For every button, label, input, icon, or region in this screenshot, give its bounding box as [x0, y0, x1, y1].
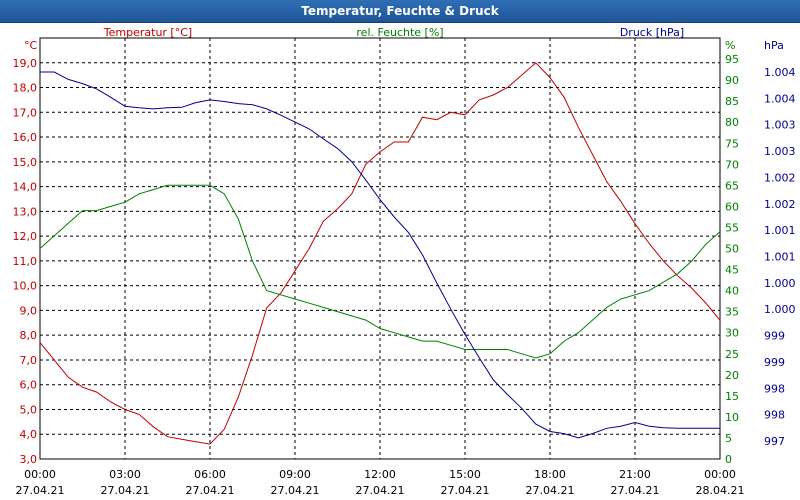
- series-line-temperature: [39, 62, 721, 445]
- x-tick-date: 27.04.21: [611, 484, 660, 497]
- y-tick-humidity: 40: [725, 285, 739, 298]
- chart-title: Temperatur, Feuchte & Druck: [0, 0, 800, 23]
- x-tick-time: 18:00: [534, 468, 566, 481]
- y-tick-humidity: 15: [725, 390, 739, 403]
- x-tick-date: 27.04.21: [16, 484, 65, 497]
- y-tick-temperature: 3,0: [20, 453, 38, 466]
- unit-humidity: %: [725, 39, 735, 52]
- y-tick-humidity: 0: [725, 453, 732, 466]
- y-tick-pressure: 1.000: [764, 277, 796, 290]
- y-tick-humidity: 90: [725, 74, 739, 87]
- y-tick-pressure: 1.002: [764, 171, 796, 184]
- y-tick-humidity: 35: [725, 306, 739, 319]
- y-tick-temperature: 4,0: [20, 428, 38, 441]
- series-line-humidity: [39, 184, 721, 359]
- y-tick-humidity: 5: [725, 432, 732, 445]
- y-tick-temperature: 18,0: [13, 82, 38, 95]
- y-tick-pressure: 997: [764, 435, 785, 448]
- y-tick-pressure: 1.001: [764, 224, 796, 237]
- x-tick-date: 27.04.21: [101, 484, 150, 497]
- y-tick-pressure: 1.001: [764, 251, 796, 264]
- axes: 00:00 27.04.21 03:00 27.04.21 06:00 27.04.21 0…: [13, 53, 796, 497]
- y-tick-humidity: 60: [725, 200, 739, 213]
- y-tick-humidity: 70: [725, 158, 739, 171]
- x-tick-time: 00:00: [24, 468, 56, 481]
- x-tick-date: 27.04.21: [441, 484, 490, 497]
- legend-temperature: Temperatur [°C]: [103, 26, 192, 39]
- y-tick-humidity: 20: [725, 369, 739, 382]
- y-tick-humidity: 30: [725, 327, 739, 340]
- y-tick-pressure: 1.000: [764, 303, 796, 316]
- y-tick-humidity: 95: [725, 53, 739, 66]
- y-tick-pressure: 999: [764, 356, 785, 369]
- y-tick-temperature: 13,0: [13, 205, 38, 218]
- y-tick-pressure: 1.004: [764, 66, 796, 79]
- y-tick-temperature: 19,0: [13, 57, 38, 70]
- y-tick-humidity: 75: [725, 137, 739, 150]
- y-tick-humidity: 50: [725, 243, 739, 256]
- y-tick-temperature: 5,0: [20, 403, 38, 416]
- y-tick-temperature: 11,0: [13, 255, 38, 268]
- x-tick-time: 06:00: [194, 468, 226, 481]
- x-tick-date: 27.04.21: [356, 484, 405, 497]
- x-tick-time: 21:00: [619, 468, 651, 481]
- y-tick-pressure: 998: [764, 382, 785, 395]
- y-tick-temperature: 6,0: [20, 379, 38, 392]
- x-tick-time: 00:00: [704, 468, 736, 481]
- y-tick-temperature: 7,0: [20, 354, 38, 367]
- y-tick-humidity: 55: [725, 221, 739, 234]
- y-tick-pressure: 998: [764, 409, 785, 422]
- y-tick-pressure: 1.003: [764, 119, 796, 132]
- y-tick-humidity: 85: [725, 95, 739, 108]
- y-tick-temperature: 9,0: [20, 304, 38, 317]
- legend-pressure: Druck [hPa]: [620, 26, 684, 39]
- y-tick-humidity: 80: [725, 116, 739, 129]
- y-tick-pressure: 1.003: [764, 145, 796, 158]
- x-tick-time: 03:00: [109, 468, 141, 481]
- x-tick-time: 09:00: [279, 468, 311, 481]
- unit-pressure: hPa: [764, 39, 784, 52]
- legend-humidity: rel. Feuchte [%]: [356, 26, 443, 39]
- y-tick-temperature: 16,0: [13, 131, 38, 144]
- chart-area: 00:00 27.04.21 03:00 27.04.21 06:00 27.04.21 0…: [13, 26, 796, 497]
- y-tick-humidity: 65: [725, 179, 739, 192]
- y-tick-humidity: 45: [725, 264, 739, 277]
- series: [39, 62, 721, 445]
- x-tick-date: 27.04.21: [271, 484, 320, 497]
- unit-temperature: °C: [24, 39, 38, 52]
- y-tick-temperature: 15,0: [13, 156, 38, 169]
- y-tick-pressure: 999: [764, 330, 785, 343]
- x-tick-date: 28.04.21: [696, 484, 745, 497]
- y-tick-temperature: 8,0: [20, 329, 38, 342]
- grid: [40, 38, 720, 460]
- x-tick-time: 15:00: [449, 468, 481, 481]
- y-tick-temperature: 14,0: [13, 181, 38, 194]
- y-tick-temperature: 10,0: [13, 280, 38, 293]
- series-line-pressure: [40, 71, 720, 439]
- y-tick-temperature: 17,0: [13, 106, 38, 119]
- y-tick-temperature: 12,0: [13, 230, 38, 243]
- y-tick-pressure: 1.002: [764, 198, 796, 211]
- y-tick-humidity: 25: [725, 348, 739, 361]
- x-tick-time: 12:00: [364, 468, 396, 481]
- x-tick-date: 27.04.21: [526, 484, 575, 497]
- x-tick-date: 27.04.21: [186, 484, 235, 497]
- y-tick-pressure: 1.004: [764, 92, 796, 105]
- y-tick-humidity: 10: [725, 411, 739, 424]
